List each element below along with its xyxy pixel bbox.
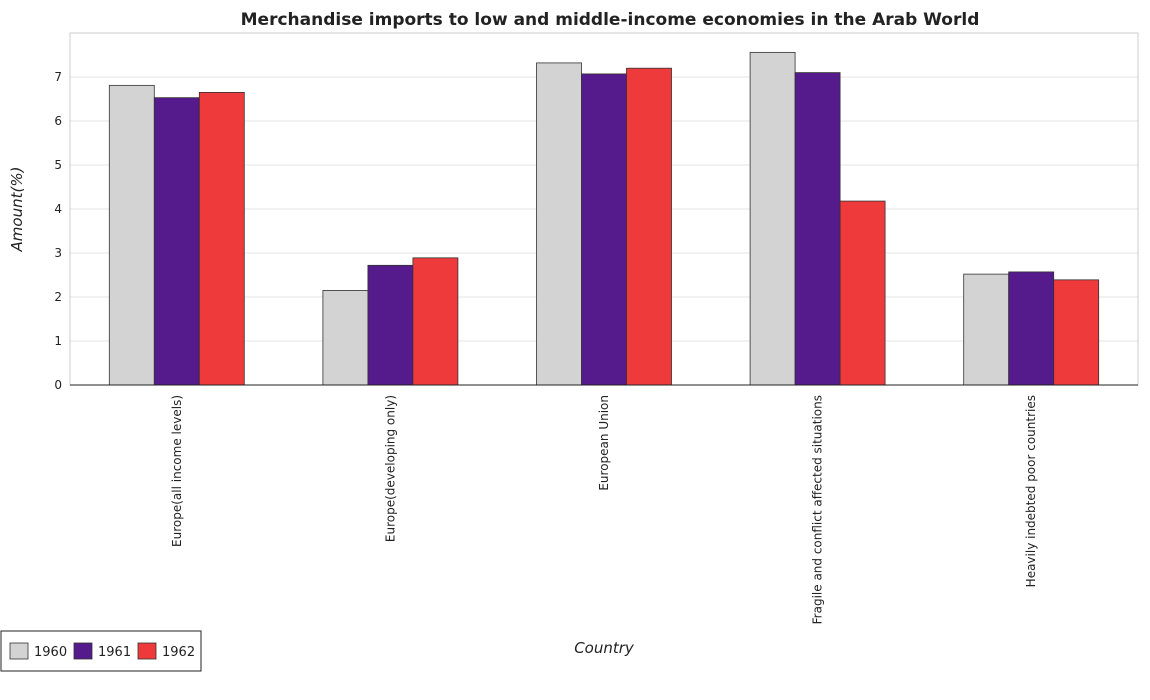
- y-tick-labels: 0 1 2 3 4 5 6 7: [54, 70, 62, 392]
- bars: [108, 51, 1100, 386]
- bar-1961: [153, 97, 200, 386]
- legend-swatch-1962: [137, 642, 157, 660]
- bar-1960: [108, 84, 155, 386]
- x-tick-label: Europe(all income levels): [170, 395, 184, 547]
- bar-1962: [1053, 279, 1100, 386]
- bar-1961: [581, 73, 627, 386]
- legend-box: [0, 630, 202, 672]
- legend: 1960 1961 1962: [0, 630, 202, 672]
- bar-1960: [536, 62, 582, 386]
- y-tick-label: 7: [54, 70, 62, 84]
- legend-swatch-1960: [9, 642, 29, 660]
- legend-swatch-1961: [73, 642, 93, 660]
- bar-1962: [198, 92, 245, 386]
- x-tick-label: Europe(developing only): [383, 395, 397, 542]
- y-tick-label: 5: [54, 158, 62, 172]
- bar-1962: [412, 257, 459, 386]
- bar-1960: [749, 51, 796, 386]
- x-tick-labels: Europe(all income levels) Europe(developi…: [170, 395, 1038, 624]
- x-tick-label: Heavily indebted poor countries: [1024, 395, 1038, 587]
- x-tick-label: Fragile and conflict affected situations: [811, 395, 825, 624]
- legend-label-1960: 1960: [34, 645, 67, 660]
- bar-1962: [626, 67, 672, 386]
- bar-1960: [322, 289, 369, 386]
- legend-label-1962: 1962: [162, 645, 195, 660]
- y-tick-label: 0: [54, 378, 62, 392]
- x-axis-label: Country: [574, 639, 635, 657]
- bar-1961: [1008, 271, 1055, 386]
- bar-1961: [367, 264, 414, 386]
- bar-1960: [963, 273, 1010, 386]
- y-tick-label: 4: [54, 202, 62, 216]
- legend-label-1961: 1961: [98, 645, 131, 660]
- y-tick-label: 2: [54, 290, 62, 304]
- bar-1961: [794, 72, 841, 386]
- chart-title: Merchandise imports to low and middle-in…: [241, 10, 980, 30]
- bar-1962: [839, 200, 886, 386]
- x-tick-label: European Union: [597, 395, 611, 491]
- y-tick-label: 1: [54, 334, 62, 348]
- y-tick-label: 6: [54, 114, 62, 128]
- y-axis-label: Amount(%): [8, 167, 26, 253]
- y-tick-label: 3: [54, 246, 62, 260]
